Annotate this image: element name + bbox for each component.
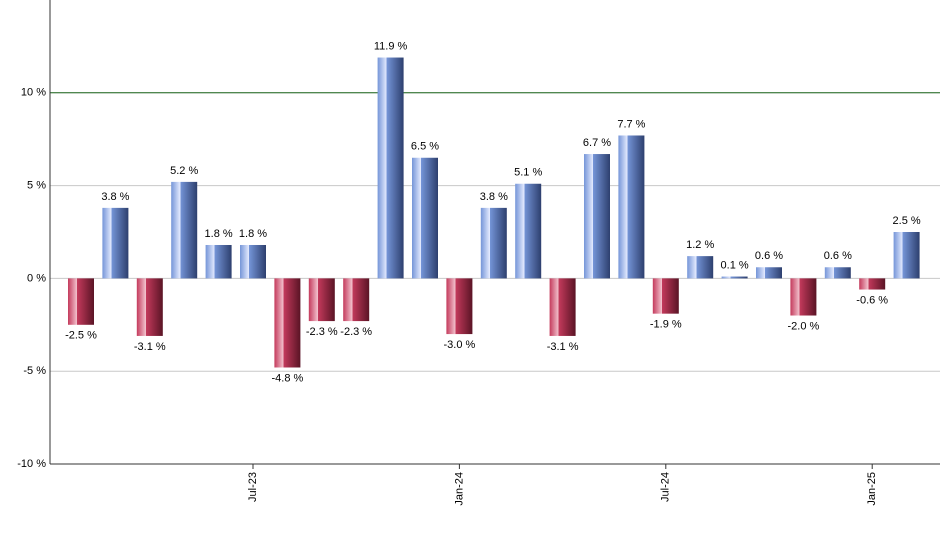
x-tick-label: Jul-24 — [660, 472, 672, 502]
bar — [859, 278, 886, 290]
value-label: 1.2 % — [686, 239, 714, 251]
value-label: -2.3 % — [340, 326, 372, 338]
y-tick-label: 0 % — [27, 272, 46, 284]
x-tick-label: Jan-24 — [453, 472, 465, 506]
value-label: 6.5 % — [411, 141, 439, 153]
bar — [687, 256, 714, 279]
y-tick-label: -10 % — [17, 458, 46, 470]
bar — [377, 57, 404, 279]
value-label: 6.7 % — [583, 137, 611, 149]
bar — [308, 278, 335, 322]
bar — [480, 207, 507, 279]
value-label: -3.0 % — [444, 339, 476, 351]
bar — [824, 267, 851, 279]
value-label: 3.8 % — [101, 191, 129, 203]
bar — [756, 267, 782, 279]
value-label: 2.5 % — [893, 215, 921, 227]
bar — [515, 183, 542, 279]
bar — [618, 135, 645, 279]
bar — [893, 232, 920, 279]
bar — [446, 278, 473, 335]
bar — [584, 154, 610, 279]
value-label: -4.8 % — [272, 372, 304, 384]
value-label: 0.6 % — [755, 250, 783, 262]
value-label: -2.3 % — [306, 326, 338, 338]
bar — [240, 244, 266, 279]
bar — [171, 181, 198, 279]
value-label: 11.9 % — [374, 40, 408, 52]
y-tick-label: 10 % — [21, 87, 46, 99]
value-label: -3.1 % — [547, 341, 579, 353]
bar — [549, 278, 576, 336]
value-label: -1.9 % — [650, 319, 682, 331]
value-label: 5.2 % — [170, 165, 198, 177]
value-label: 0.6 % — [824, 250, 852, 262]
bar — [205, 244, 232, 279]
bar — [68, 278, 94, 325]
y-tick-label: 5 % — [27, 180, 46, 192]
value-label: -2.5 % — [65, 330, 97, 342]
value-label: -0.6 % — [856, 294, 888, 306]
bar — [102, 207, 129, 279]
value-label: 1.8 % — [205, 228, 233, 240]
bar — [790, 278, 817, 316]
y-tick-label: -5 % — [23, 365, 46, 377]
value-label: 0.1 % — [721, 259, 749, 271]
bar — [136, 278, 163, 336]
value-label: 7.7 % — [617, 118, 645, 130]
bar — [343, 278, 370, 322]
bar — [652, 278, 679, 314]
bar — [274, 278, 301, 368]
x-tick-label: Jan-25 — [866, 472, 878, 506]
bar — [412, 157, 438, 279]
bar — [721, 276, 748, 279]
value-label: 5.1 % — [514, 167, 542, 179]
value-label: -2.0 % — [788, 320, 820, 332]
value-label: -3.1 % — [134, 341, 166, 353]
x-tick-label: Jul-23 — [247, 472, 259, 502]
value-label: 1.8 % — [239, 228, 267, 240]
value-label: 3.8 % — [480, 191, 508, 203]
